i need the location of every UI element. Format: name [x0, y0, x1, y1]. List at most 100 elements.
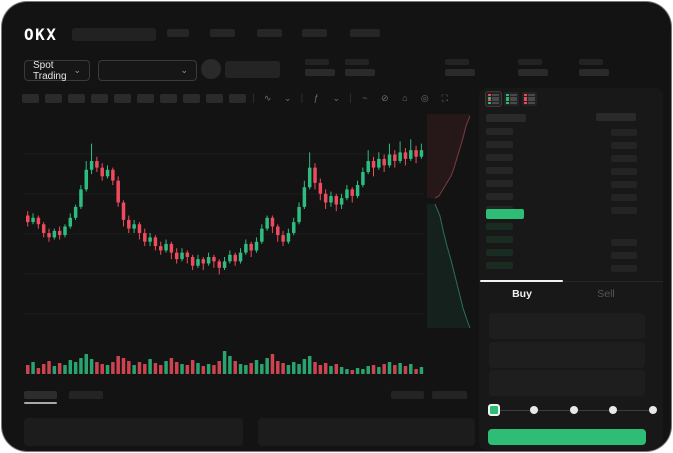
amount-row[interactable] [611, 252, 637, 259]
ask-price-row[interactable] [486, 193, 513, 200]
bottom-action-placeholder[interactable] [391, 391, 424, 399]
bid-price-row[interactable] [486, 223, 513, 230]
indicators-icon[interactable]: ƒ [313, 93, 319, 103]
pair-name-placeholder[interactable] [225, 61, 280, 78]
slider-stop[interactable] [609, 406, 618, 414]
bottom-tab[interactable] [69, 391, 103, 399]
bottom-tab-active[interactable] [24, 391, 57, 399]
candle-body [244, 243, 248, 253]
candle-body [105, 169, 110, 177]
stat-group [305, 59, 335, 76]
amount-row[interactable] [611, 207, 637, 214]
timeframe-button-placeholder[interactable] [183, 93, 200, 103]
timeframe-button-placeholder[interactable] [206, 93, 223, 103]
market-type-selector[interactable]: Spot Trading ⌄ [24, 59, 90, 82]
amount-field[interactable] [489, 342, 645, 368]
volume-bar [84, 354, 89, 374]
nav-item-placeholder[interactable] [210, 29, 235, 37]
candle-style-icon[interactable]: ∿ [263, 92, 272, 103]
ask-price-row[interactable] [486, 154, 513, 161]
candle-body [371, 161, 376, 168]
total-field[interactable] [489, 370, 645, 396]
candlestick-chart[interactable] [24, 114, 424, 338]
ask-price-row[interactable] [486, 128, 513, 135]
volume-bar [281, 363, 285, 374]
volume-bar [276, 361, 280, 374]
last-price-badge[interactable] [486, 209, 524, 219]
search-input[interactable] [72, 28, 156, 41]
chevron-down-icon[interactable]: ⌄ [332, 92, 340, 103]
candle-body [73, 206, 78, 218]
slider-stop[interactable] [569, 406, 578, 414]
candle-body [185, 252, 190, 257]
candle-body [393, 154, 397, 162]
slider-stop[interactable] [529, 406, 538, 414]
candle-body [361, 171, 365, 186]
amount-row[interactable] [611, 194, 637, 201]
slider-stop[interactable] [649, 406, 657, 414]
ask-price-row[interactable] [486, 141, 513, 148]
line-tool-icon[interactable]: ~ [362, 93, 368, 103]
bid-price-row[interactable] [486, 236, 513, 243]
chevron-down-icon[interactable]: ⌄ [283, 92, 292, 103]
amount-row[interactable] [611, 181, 637, 188]
orderbook-asks-icon[interactable] [522, 92, 537, 106]
volume-bar [270, 354, 275, 374]
timeframe-button-placeholder[interactable] [137, 93, 154, 103]
candle-body [238, 252, 243, 262]
timeframe-button-placeholder[interactable] [160, 93, 177, 103]
candle-body [217, 261, 222, 268]
candle-body [377, 158, 381, 168]
settings-icon[interactable]: ◎ [420, 92, 429, 103]
ask-price-row[interactable] [486, 167, 513, 174]
nav-item-placeholder[interactable] [257, 29, 282, 37]
orderbook-bids-icon[interactable] [504, 92, 519, 106]
timeframe-button-placeholder[interactable] [229, 93, 246, 103]
amount-row[interactable] [611, 168, 637, 175]
market-type-label: Spot Trading [33, 59, 67, 82]
candle-body [26, 215, 30, 223]
timeframe-button-placeholder[interactable] [91, 93, 108, 103]
candle-body [100, 167, 104, 177]
bottom-action-placeholder[interactable] [432, 391, 467, 399]
nav-item-placeholder[interactable] [350, 29, 380, 37]
stat-group [345, 59, 375, 76]
buy-submit-button[interactable] [488, 429, 646, 445]
stat-value-placeholder [305, 69, 335, 76]
nav-item-placeholder[interactable] [302, 29, 327, 37]
ask-price-row[interactable] [486, 180, 513, 187]
amount-row[interactable] [611, 129, 637, 136]
bid-price-row[interactable] [486, 249, 513, 256]
timeframe-button-placeholder[interactable] [22, 93, 39, 103]
fullscreen-icon[interactable]: ⛶ [441, 92, 448, 103]
compare-icon[interactable]: ⊘ [381, 92, 389, 103]
timeframe-button-placeholder[interactable] [114, 93, 131, 103]
timeframe-button-placeholder[interactable] [68, 93, 85, 103]
amount-row[interactable] [611, 155, 637, 162]
volume-bar [371, 365, 376, 374]
dot [488, 101, 491, 104]
orderbook-both-icon[interactable] [485, 91, 502, 107]
bottom-tab-underline [24, 402, 57, 404]
volume-bar [100, 364, 104, 374]
bid-price-row[interactable] [486, 262, 513, 269]
amount-row[interactable] [611, 265, 637, 272]
okx-logo[interactable]: OKX [24, 25, 58, 44]
amount-row[interactable] [611, 142, 637, 149]
volume-bar [26, 365, 30, 374]
pair-dropdown[interactable]: ⌄ [98, 60, 197, 81]
slider-handle[interactable] [488, 404, 500, 416]
stat-label-placeholder [579, 59, 603, 65]
dot [524, 94, 527, 96]
amount-row[interactable] [611, 239, 637, 246]
camera-icon[interactable]: ⌂ [402, 93, 408, 103]
timeframe-button-placeholder[interactable] [45, 93, 62, 103]
tab-sell[interactable]: Sell [597, 288, 615, 300]
volume-bar [403, 366, 408, 374]
orderbook-header-amount [596, 113, 636, 121]
nav-item-placeholder[interactable] [167, 29, 189, 37]
tab-buy[interactable]: Buy [512, 288, 532, 300]
price-field[interactable] [489, 313, 645, 339]
volume-bar [164, 361, 168, 374]
volume-bar [95, 362, 99, 374]
